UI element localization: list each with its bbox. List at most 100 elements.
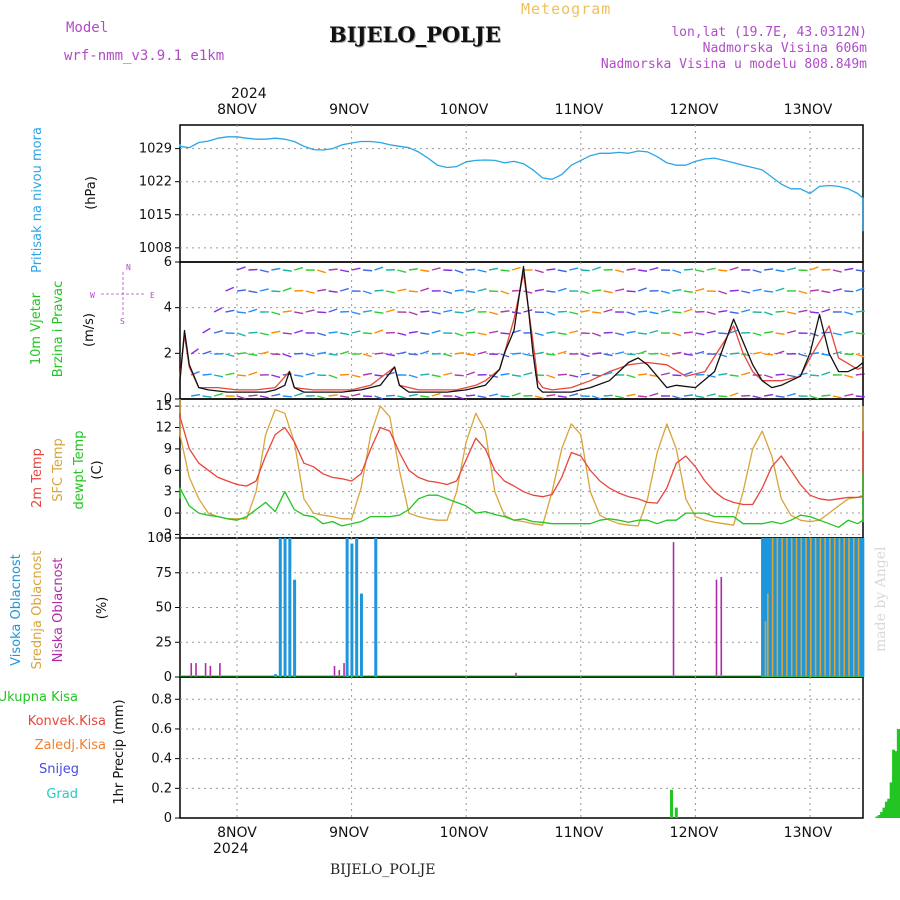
- wind-arrow: [236, 374, 247, 377]
- wind-arrow: [592, 289, 602, 292]
- pressure-panel: [179, 124, 864, 263]
- high-cloud-bar: [854, 538, 858, 677]
- precip-bar: [674, 807, 678, 818]
- wind-arrow: [225, 286, 235, 292]
- wind-arrow: [546, 331, 556, 334]
- wind-arrow: [672, 332, 682, 337]
- wind-arrow: [752, 332, 762, 337]
- wind-arrow: [466, 331, 476, 334]
- dewpoint-line: [179, 473, 864, 528]
- wind-arrow: [385, 353, 395, 357]
- wind-arrow: [225, 372, 235, 376]
- high-cloud-bar: [844, 538, 848, 677]
- wind-unit: (m/s): [82, 313, 97, 347]
- wind-arrow: [672, 351, 682, 355]
- wind-arrow: [683, 331, 693, 334]
- wind-arrow: [615, 351, 625, 355]
- wind-arrow: [328, 353, 338, 356]
- high-cloud-bar: [355, 538, 359, 677]
- wind-arrow: [821, 308, 831, 313]
- wind-arrow: [420, 287, 430, 292]
- wind-arrow: [683, 308, 693, 313]
- wind-arrow: [351, 393, 361, 397]
- pressure-line: [179, 136, 864, 232]
- wind-arrow: [282, 353, 292, 358]
- wind-arrow: [226, 265, 233, 270]
- wind-arrow: [557, 269, 567, 273]
- wind-arrow: [752, 288, 762, 292]
- wind-arrow: [603, 331, 613, 334]
- mid-cloud-bar: [781, 538, 783, 677]
- precip-unit: 1hr Precip (mm): [112, 699, 127, 804]
- top-day-label-0: 8NOV: [217, 102, 257, 118]
- wind-arrow: [855, 353, 865, 358]
- wind-arrow: [351, 374, 361, 378]
- lonlat-text: lon,lat (19.7E, 43.0312N): [671, 25, 867, 40]
- station-title: BIJELO_POLJE: [329, 22, 501, 47]
- wind-arrow: [683, 353, 693, 356]
- wind-arrow: [500, 269, 510, 272]
- low-cloud-bar: [672, 542, 675, 677]
- wind-arrow: [649, 311, 659, 315]
- precip-label-total: Ukupna Kisa: [0, 690, 78, 705]
- wind-arrow: [203, 283, 208, 291]
- wind-arrow: [706, 311, 716, 315]
- wind-arrow: [534, 288, 544, 292]
- wind-arrow: [259, 351, 269, 355]
- precip-bar: [884, 801, 888, 818]
- precip-label-snow: Snijeg: [39, 762, 79, 777]
- wind-arrow: [362, 353, 372, 358]
- wind-arrow: [855, 332, 865, 335]
- wind-arrow: [248, 371, 258, 376]
- wind-arrow: [649, 329, 659, 334]
- wind-arrow: [500, 395, 510, 398]
- wind-arrow: [191, 326, 197, 333]
- wind-arrow: [718, 372, 728, 376]
- wind-arrow: [729, 329, 739, 334]
- wind-arrow: [626, 353, 636, 356]
- wind-arrow: [363, 332, 373, 335]
- ytick-label: 0.2: [151, 781, 172, 796]
- wind-arrow: [775, 373, 785, 376]
- high-cloud-bar: [806, 538, 810, 677]
- ytick-label: 4: [164, 301, 172, 316]
- ytick-label: 9: [164, 442, 172, 457]
- cloud-unit: (%): [95, 597, 110, 620]
- wind-arrow: [477, 350, 487, 355]
- wind-arrow: [317, 269, 327, 274]
- ytick-label: 0.6: [151, 722, 172, 737]
- top-day-label-5: 13NOV: [784, 102, 833, 118]
- precip-bar: [887, 798, 891, 818]
- wind-arrow: [580, 372, 590, 376]
- wind-arrow: [443, 372, 453, 376]
- wind-arrow: [431, 392, 441, 397]
- wind-arrow: [626, 290, 636, 293]
- wind-arrow: [649, 392, 659, 397]
- cloud-label-high: Visoka Oblacnost: [9, 554, 24, 666]
- wind-arrow: [454, 351, 464, 355]
- wind-arrow: [649, 266, 659, 271]
- wind-arrow: [191, 309, 199, 312]
- wind-arrow: [191, 393, 201, 397]
- wind-arrow: [855, 310, 865, 313]
- high-cloud-bar: [787, 538, 791, 677]
- wind-arrow: [420, 373, 430, 376]
- high-cloud-bar: [768, 538, 772, 677]
- wind-arrow: [271, 393, 281, 397]
- wind-arrow: [649, 352, 659, 355]
- wind-arrow: [248, 353, 258, 357]
- wind-arrow: [718, 395, 728, 398]
- wind-arrow: [786, 311, 797, 315]
- wind-arrow: [569, 393, 579, 397]
- wind-arrow: [523, 309, 533, 313]
- wind-arrow: [236, 311, 247, 314]
- altitude-text: Nadmorska Visina 606m: [702, 41, 867, 56]
- high-cloud-bar: [861, 538, 865, 677]
- wind-arrow: [798, 372, 808, 376]
- wind-arrow: [569, 267, 579, 271]
- wind-arrow: [786, 267, 796, 271]
- wind-arrow: [236, 289, 247, 292]
- mid-cloud-bar: [786, 538, 788, 677]
- wind-arrow: [203, 306, 209, 312]
